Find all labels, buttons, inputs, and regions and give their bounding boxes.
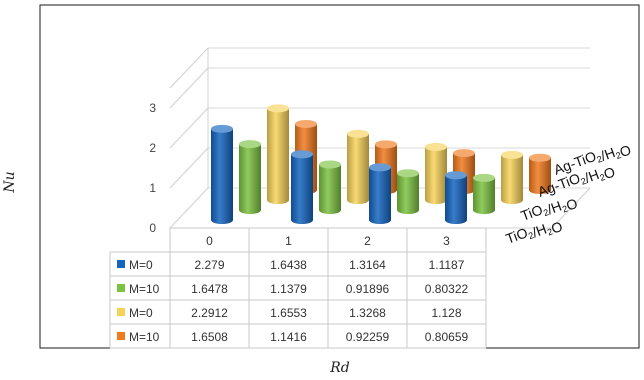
bar-top <box>397 169 419 178</box>
data-label: 1.6553 <box>270 306 307 320</box>
data-label: 1.3268 <box>349 306 386 320</box>
bar-top <box>445 171 467 180</box>
data-label: 2.2912 <box>191 306 228 320</box>
legend-label: M=0 <box>129 258 153 272</box>
bar-top <box>239 140 261 149</box>
bar-body <box>319 164 341 214</box>
x-axis-label: Rd <box>329 360 350 376</box>
gridline-left <box>169 67 209 109</box>
bar-top <box>211 124 233 133</box>
bar-top <box>425 142 447 151</box>
bar-body <box>291 154 313 224</box>
data-label: 0.91896 <box>346 282 390 296</box>
data-table: 0 1 2 3 M=0 2.279 1.6438 1.3164 1.1187 M=10 1.6478… <box>109 227 487 349</box>
bar-body <box>445 175 467 224</box>
bar <box>425 142 447 204</box>
bar-top <box>375 140 397 149</box>
data-label: 0.80322 <box>425 282 469 296</box>
data-label: 0.80659 <box>425 330 469 344</box>
gridline-left <box>169 187 209 229</box>
bar-body <box>501 154 523 204</box>
bar-body <box>473 177 495 214</box>
legend-swatch <box>117 284 125 292</box>
bar <box>291 150 313 224</box>
bar-top <box>295 119 317 128</box>
legend-label: M=10 <box>129 282 160 296</box>
data-label: 1.1379 <box>270 282 307 296</box>
data-label: 1.128 <box>431 306 461 320</box>
x-tick-label: 2 <box>364 234 371 248</box>
legend-label: M=10 <box>129 330 160 344</box>
bar-body <box>239 144 261 214</box>
bar <box>267 104 289 204</box>
data-label: 1.6508 <box>191 330 228 344</box>
y-tick-label: 0 <box>149 221 156 235</box>
bar-body <box>347 133 369 204</box>
bar-body <box>369 167 391 224</box>
bar <box>529 153 551 194</box>
bar <box>319 160 341 214</box>
bar <box>211 124 233 224</box>
legend-swatch <box>117 260 125 268</box>
series-depth-label: TiO2/H2O <box>504 212 565 252</box>
bar-body <box>211 128 233 224</box>
bar-top <box>473 173 495 182</box>
legend-swatch <box>117 332 125 340</box>
bar-body <box>267 108 289 204</box>
bar-top <box>369 163 391 172</box>
bar-top <box>319 160 341 169</box>
y-tick-label: 1 <box>149 181 156 195</box>
x-tick-label: 0 <box>206 234 213 248</box>
bars-group <box>211 104 551 224</box>
series-depth-label: TiO2/H2O <box>519 189 580 229</box>
floor-right-edge <box>551 187 591 229</box>
x-tick-label: 3 <box>443 234 450 248</box>
x-tick-label: 1 <box>285 234 292 248</box>
bar-top <box>529 153 551 162</box>
bar-top <box>501 150 523 159</box>
bar <box>501 150 523 204</box>
data-label: 2.279 <box>194 258 224 272</box>
gridline-left <box>169 47 209 89</box>
y-tick-labels: 0 1 2 3 <box>149 101 156 235</box>
bar-body <box>529 157 551 194</box>
bar <box>347 129 369 204</box>
bar-top <box>267 104 289 113</box>
bar <box>369 163 391 224</box>
data-label: 1.1416 <box>270 330 307 344</box>
data-label: 0.92259 <box>346 330 390 344</box>
bar-body <box>425 146 447 204</box>
legend-swatch <box>117 308 125 316</box>
y-tick-label: 2 <box>149 141 156 155</box>
y-tick-label: 3 <box>149 101 156 115</box>
gridline-left <box>169 147 209 189</box>
data-label: 1.6478 <box>191 282 228 296</box>
bar-top <box>291 150 313 159</box>
data-label: 1.3164 <box>349 258 386 272</box>
bar <box>239 140 261 214</box>
bar-body <box>397 173 419 214</box>
bar-top <box>347 129 369 138</box>
bar-top <box>453 149 475 158</box>
bar <box>473 173 495 214</box>
bar <box>397 169 419 214</box>
data-label: 1.6438 <box>270 258 307 272</box>
legend-label: M=0 <box>129 306 153 320</box>
bar <box>445 171 467 224</box>
gridline-left <box>169 107 209 149</box>
y-axis-label: Nu <box>2 171 18 193</box>
data-label: 1.1187 <box>429 258 465 272</box>
